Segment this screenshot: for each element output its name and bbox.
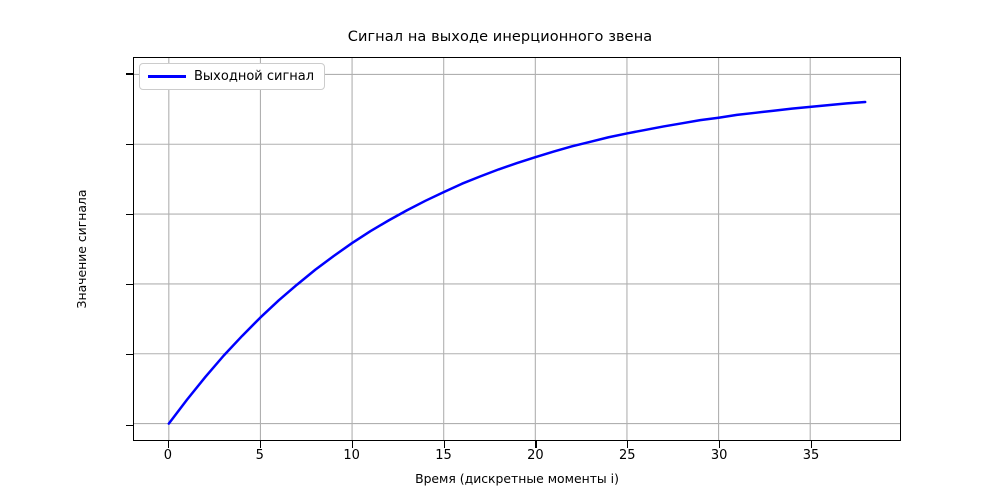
x-tick-label: 25 [618, 448, 636, 463]
x-tick-label: 15 [435, 448, 452, 463]
x-tick-mark [351, 441, 353, 448]
legend-line-swatch [148, 75, 186, 78]
plot-area [133, 57, 901, 441]
x-tick-label: 0 [163, 448, 173, 463]
y-tick-mark [126, 73, 133, 75]
y-tick-mark [126, 143, 133, 145]
x-tick-mark [443, 441, 445, 448]
x-tick-label: 30 [710, 448, 728, 463]
y-tick-mark [126, 354, 133, 356]
data-line-vyhodnoy-signal [167, 100, 867, 425]
gridlines [134, 58, 900, 440]
x-tick-mark [719, 441, 721, 448]
x-tick-label: 20 [527, 448, 544, 463]
x-tick-mark [167, 441, 170, 448]
x-tick-label: 35 [802, 448, 820, 463]
x-tick-mark [535, 441, 537, 448]
y-tick-mark [126, 424, 133, 426]
y-tick-mark [126, 213, 133, 216]
x-tick-label: 5 [255, 448, 264, 463]
x-axis-label: Время (дискретные моменты i) [415, 471, 619, 486]
y-tick-mark [126, 284, 133, 286]
x-tick-mark [627, 441, 629, 448]
x-tick-label: 10 [343, 448, 360, 463]
y-axis-label: Значение сигнала [74, 189, 89, 309]
x-tick-mark [810, 441, 813, 448]
legend[interactable]: Выходной сигнал [139, 63, 326, 90]
chart-title: Сигнал на выходе инерционного звена [347, 29, 653, 45]
x-tick-mark [259, 441, 261, 448]
legend-label: Выходной сигнал [194, 69, 315, 84]
